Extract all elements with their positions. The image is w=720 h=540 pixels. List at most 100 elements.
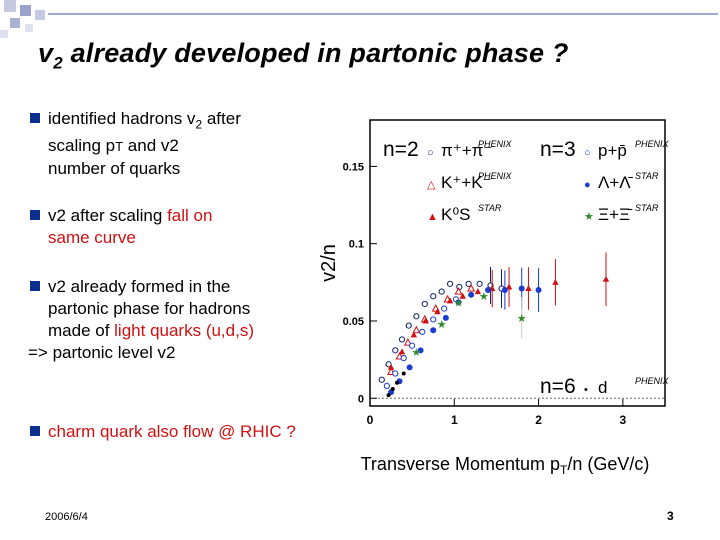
k0s-point: [602, 275, 610, 282]
x-axis-label-sub: T: [560, 463, 568, 477]
k0s-point: [459, 292, 466, 299]
legend-marker: ●: [584, 179, 591, 191]
k0s-point: [434, 308, 441, 315]
legend-source: PHENIX: [635, 139, 670, 149]
lambda-point: [406, 364, 413, 371]
xi-point: ★: [479, 291, 489, 303]
k0s-point: [474, 288, 482, 295]
legend-marker: ▲: [427, 211, 438, 223]
lambda-point: [501, 287, 508, 294]
deuteron-point: [394, 380, 399, 385]
legend-n: n=6: [540, 375, 576, 398]
pion-point: [465, 280, 472, 287]
lambda-point: [417, 347, 424, 354]
pion-point: [405, 322, 412, 329]
legend-n: n=2: [383, 138, 419, 161]
legend-source: PHENIX: [635, 376, 670, 386]
bullet-2: v2 after scaling fall on same curve: [28, 205, 368, 249]
lambda-point: [468, 291, 475, 298]
lambda-point: [535, 287, 542, 294]
k0s-point: [525, 285, 532, 292]
x-tick-label: 3: [620, 413, 627, 427]
xi-point: ★: [411, 347, 421, 359]
legend-marker: ○: [584, 147, 591, 159]
legend-source: PHENIX: [478, 139, 513, 149]
chart-ticks: 0 1 2 3 0 0.05 0.1 0.15: [343, 161, 627, 427]
legend-label: π⁺+π⁻: [441, 141, 492, 160]
lambda-point: [485, 287, 491, 294]
lambda-point: [518, 285, 525, 292]
k0s-point: [422, 317, 429, 324]
pion-point: [378, 376, 385, 383]
legend-label: d: [598, 378, 607, 397]
footer-date: 2006/6/4: [45, 511, 88, 523]
k0s-point: [552, 278, 559, 285]
bullet-1: identified hadrons v2 after scaling pT a…: [28, 108, 368, 180]
k0s-point: [446, 297, 454, 304]
chart-points: ★ ★ ★ ★ ★: [378, 252, 610, 398]
xi-point: ★: [517, 313, 527, 325]
lambda-point: [455, 299, 462, 306]
lambda-point: [442, 314, 449, 321]
proton-point: [392, 370, 399, 377]
legend-source: STAR: [478, 203, 502, 213]
deuteron-point: [390, 386, 395, 391]
legend-marker: ○: [427, 147, 434, 159]
legend-label: p+p̄: [598, 141, 627, 160]
y-axis-label: v2/n: [318, 244, 340, 282]
plot-area: [369, 119, 666, 407]
proton-point: [441, 305, 448, 312]
proton-point: [383, 382, 390, 390]
y-tick-label: 0: [358, 393, 364, 405]
pion-point: [446, 280, 454, 287]
kaon-point: [454, 287, 463, 295]
pion-point: [438, 288, 445, 295]
bullet-3: v2 already formed in the partonic phase …: [28, 276, 368, 364]
x-axis-label-part: Transverse Momentum p: [361, 454, 560, 474]
corner-decoration: [0, 0, 718, 38]
x-tick-label: 2: [535, 413, 542, 427]
legend-marker: •: [584, 384, 588, 396]
k0s-point: [387, 363, 395, 370]
proton-point: [430, 316, 437, 323]
xi-point: ★: [437, 319, 447, 331]
legend-label: Λ+Λ̄: [598, 173, 634, 192]
legend-source: STAR: [635, 203, 659, 213]
y-tick-label: 0.05: [343, 316, 364, 328]
kaon-point: [412, 325, 421, 334]
legend-label: Ξ+Ξ̄: [598, 205, 633, 224]
legend-source: STAR: [635, 171, 659, 181]
lambda-point: [430, 327, 437, 334]
y-tick-label: 0.15: [343, 161, 364, 173]
k0s-point: [398, 348, 406, 355]
legend-n: n=3: [540, 138, 576, 161]
chart-frame: [369, 119, 666, 407]
legend-label: K⁰S: [441, 205, 471, 224]
x-tick-label: 0: [367, 413, 374, 427]
legend-marker: △: [427, 179, 436, 191]
legend-source: PHENIX: [478, 171, 513, 181]
pion-point: [430, 293, 437, 300]
proton-point: [400, 354, 407, 362]
pion-point: [476, 280, 483, 287]
deuteron-point: [401, 371, 406, 376]
kaon-point: [467, 283, 476, 292]
pion-point: [392, 347, 399, 354]
proton-point: [419, 328, 426, 335]
proton-point: [409, 342, 416, 349]
xi-point: ★: [454, 297, 464, 309]
y-tick-label: 0.1: [349, 239, 364, 251]
x-tick-label: 1: [451, 413, 458, 427]
v2-scaling-chart: 0 1 2 300.050.10.15 ★★★★★ n=2 ○ π⁺+π⁻PHENIX△ K…: [318, 119, 670, 477]
k0s-point: [410, 331, 418, 338]
deuteron-point: [386, 393, 391, 398]
pion-point: [413, 313, 420, 320]
page-number: 3: [667, 509, 674, 523]
pion-point: [398, 336, 406, 343]
kaon-point: [403, 338, 412, 346]
pion-point: [421, 300, 428, 308]
legend-marker: ★: [584, 211, 594, 223]
slide-title: v2 already developed in partonic phase ?: [38, 38, 569, 73]
legend-label: K⁺+K⁻: [441, 173, 492, 192]
